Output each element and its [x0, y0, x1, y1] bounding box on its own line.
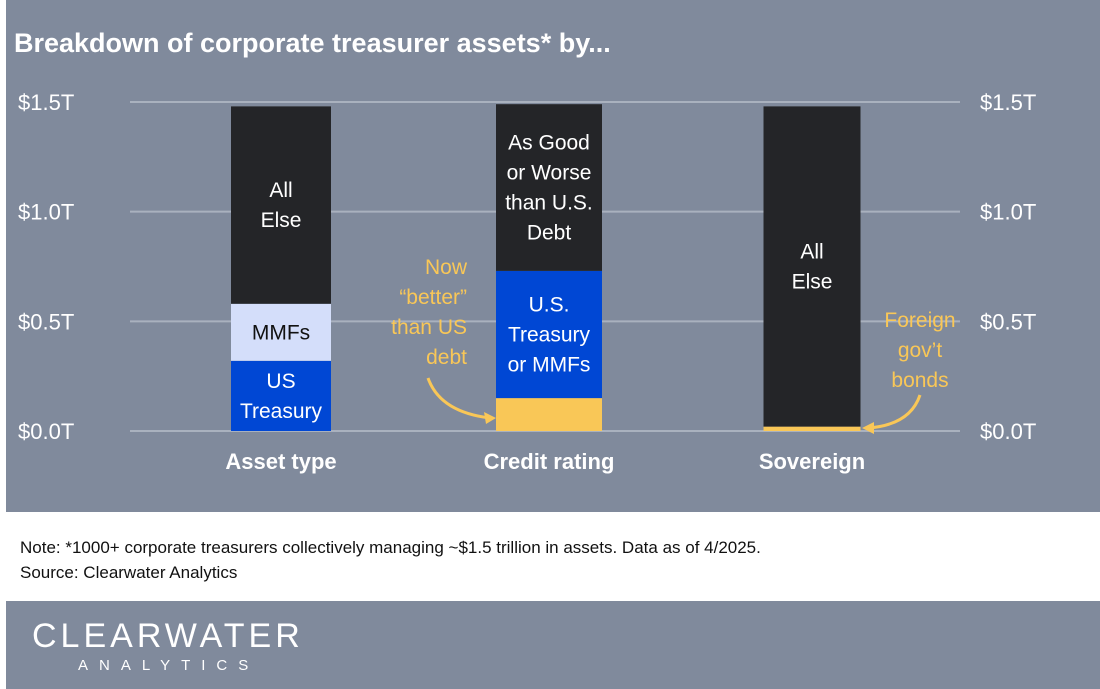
annotation-foreign-govt-bonds: Foreign gov’t bonds [884, 309, 955, 392]
segment-label: U.S. Treasury or MMFs [508, 293, 591, 376]
chart-note: Note: *1000+ corporate treasurers collec… [20, 535, 761, 585]
arrowhead-icon [484, 412, 496, 424]
y-tick-label-right: $0.5T [980, 309, 1036, 334]
segment-label: US Treasury [240, 370, 323, 423]
logo-subtitle: ANALYTICS [78, 657, 260, 674]
y-tick-label-left: $0.5T [18, 309, 74, 334]
y-tick-label-right: $0.0T [980, 419, 1036, 444]
bar-segment [231, 303, 331, 361]
segment-label: All Else [261, 179, 302, 232]
y-tick-label-left: $0.0T [18, 419, 74, 444]
bar-segment [763, 426, 861, 431]
bar-segment [231, 106, 331, 304]
y-tick-label-right: $1.0T [980, 200, 1036, 225]
chart-title: Breakdown of corporate treasurer assets*… [14, 28, 611, 58]
arrowhead-icon [862, 422, 874, 434]
y-tick-label-left: $1.5T [18, 90, 74, 115]
annotation-arrow [867, 394, 922, 430]
segment-label: As Good or Worse than U.S. Debt [505, 132, 593, 245]
bar-segment [496, 398, 602, 431]
note-text: Note: *1000+ corporate treasurers collec… [20, 538, 761, 557]
annotation-better-than-us-debt: Now “better” than US debt [391, 256, 468, 369]
segment-label: All Else [792, 241, 833, 294]
footer: CLEARWATER ANALYTICS [6, 601, 1100, 689]
annotation-arrow [426, 377, 491, 420]
bar-segment [763, 106, 861, 427]
bar-segment [231, 360, 331, 431]
bar-segment [496, 104, 602, 271]
source-text: Source: Clearwater Analytics [20, 563, 238, 582]
y-tick-label-left: $1.0T [18, 200, 74, 225]
y-tick-label-right: $1.5T [980, 90, 1036, 115]
category-label: Credit rating [484, 449, 615, 474]
segment-label: MMFs [252, 321, 310, 344]
bar-segment [496, 270, 602, 399]
category-label: Asset type [225, 449, 336, 474]
logo-wordmark: CLEARWATER [32, 617, 304, 655]
category-label: Sovereign [759, 449, 865, 474]
stacked-bar-chart: $0.0T $0.0T $0.5T $0.5T $1.0T $1.0T $1.5T $1.5T… [18, 90, 1036, 474]
